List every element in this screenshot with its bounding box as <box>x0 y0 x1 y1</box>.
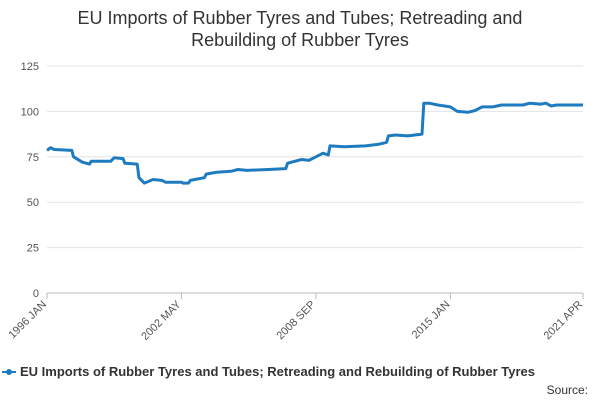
x-tick-label: 2015 JAN <box>410 299 453 342</box>
y-tick-label: 0 <box>33 288 39 300</box>
y-tick-label: 125 <box>21 61 39 73</box>
chart-title: Rebuilding of Rubber Tyres <box>191 30 409 50</box>
legend-label: EU Imports of Rubber Tyres and Tubes; Re… <box>20 364 535 379</box>
x-tick-label: 2002 MAY <box>139 298 184 343</box>
legend-marker <box>6 369 12 375</box>
y-tick-label: 75 <box>27 152 39 164</box>
series-line <box>46 101 583 185</box>
y-tick-label: 100 <box>21 106 39 118</box>
y-tick-label: 50 <box>27 197 39 209</box>
chart-title: EU Imports of Rubber Tyres and Tubes; Re… <box>78 8 523 28</box>
source: Source: <box>547 383 588 397</box>
x-tick-label: 1996 JAN <box>6 299 49 342</box>
x-tick-label: 2008 SEP <box>274 299 318 343</box>
y-tick-label: 25 <box>27 243 39 255</box>
x-tick-label: 2021 APR <box>542 299 586 343</box>
